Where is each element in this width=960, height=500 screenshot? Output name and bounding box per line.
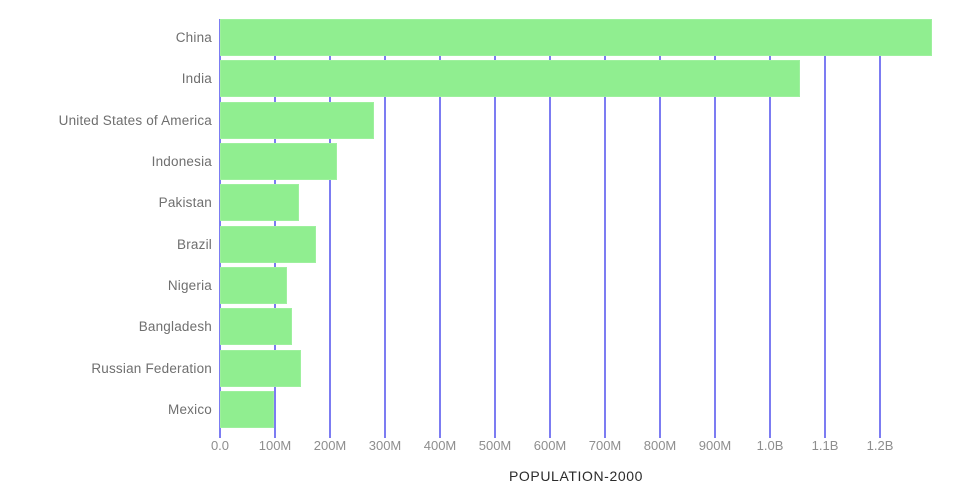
gridline: [879, 19, 881, 438]
x-tick-label: 100M: [258, 438, 292, 453]
x-tick-label: 200M: [313, 438, 347, 453]
bar[interactable]: [220, 184, 299, 222]
category-label: Nigeria: [167, 277, 212, 293]
bar[interactable]: [220, 308, 293, 346]
category-label: Russian Federation: [91, 360, 212, 376]
gridline: [439, 19, 441, 438]
gridline: [549, 19, 551, 438]
x-tick-label: 0.0: [210, 438, 230, 453]
x-tick-label: 900M: [698, 438, 732, 453]
x-tick-label: 400M: [423, 438, 457, 453]
category-label: Mexico: [168, 401, 212, 417]
gridline: [714, 19, 716, 438]
x-tick-label: 600M: [533, 438, 567, 453]
gridline: [329, 19, 331, 438]
x-tick-label: 500M: [478, 438, 512, 453]
x-tick-label: 1.1B: [811, 438, 839, 453]
category-label: Bangladesh: [138, 319, 212, 335]
bar[interactable]: [220, 101, 374, 139]
category-label: India: [181, 71, 212, 87]
category-label: Indonesia: [151, 154, 212, 170]
x-tick-label: 800M: [643, 438, 677, 453]
bar[interactable]: [220, 143, 337, 181]
category-label: China: [175, 30, 212, 46]
bar[interactable]: [220, 349, 301, 387]
gridline: [824, 19, 826, 438]
x-tick-label: 1.0B: [756, 438, 784, 453]
category-label: United States of America: [58, 112, 212, 128]
bar[interactable]: [220, 225, 317, 263]
bar[interactable]: [220, 19, 933, 57]
x-tick-label: 300M: [368, 438, 402, 453]
x-tick-label: 700M: [588, 438, 622, 453]
gridline: [769, 19, 771, 438]
x-axis-title: POPULATION-2000: [508, 468, 643, 484]
x-tick-label: 1.2B: [866, 438, 894, 453]
category-label: Brazil: [177, 236, 212, 252]
category-label: Pakistan: [158, 195, 212, 211]
bar[interactable]: [220, 60, 801, 98]
bar[interactable]: [220, 390, 274, 428]
bar[interactable]: [220, 266, 288, 304]
gridline: [494, 19, 496, 438]
gridline: [604, 19, 606, 438]
gridline: [384, 19, 386, 438]
gridline: [659, 19, 661, 438]
